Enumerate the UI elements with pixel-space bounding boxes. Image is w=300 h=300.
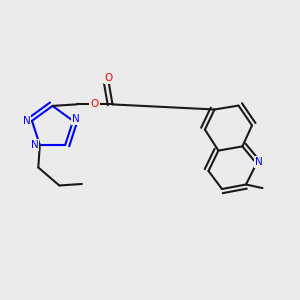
Text: N: N: [255, 157, 263, 167]
Text: N: N: [72, 114, 80, 124]
Text: N: N: [31, 140, 38, 150]
Text: N: N: [23, 116, 30, 126]
Text: O: O: [90, 99, 99, 110]
Text: O: O: [105, 73, 113, 83]
